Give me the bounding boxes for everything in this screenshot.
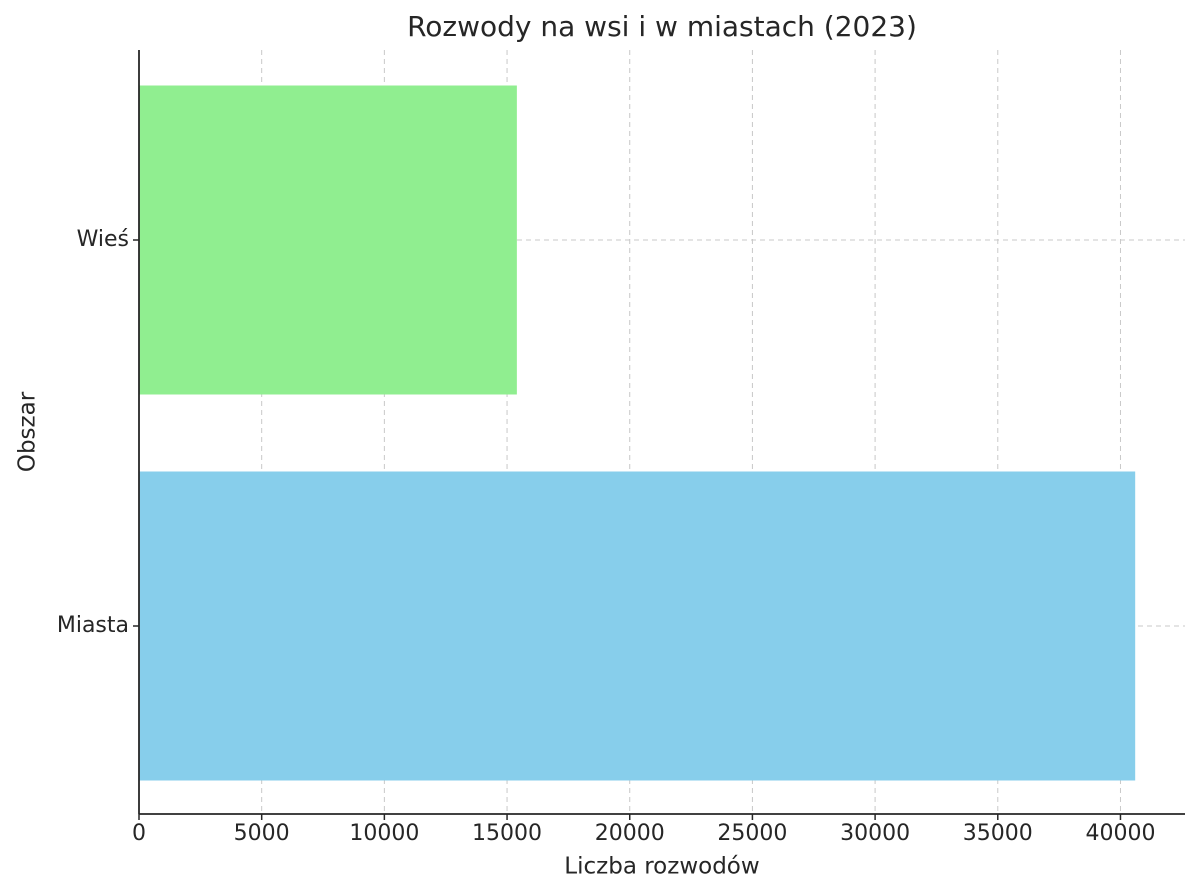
x-tick-label: 15000 [472,821,542,846]
x-axis-label: Liczba rozwodów [564,854,759,880]
x-tick-label: 30000 [840,821,910,846]
bar [139,85,517,395]
bar [139,471,1136,781]
y-tick-label: Wieś [77,227,129,252]
chart-title: Rozwody na wsi i w miastach (2023) [407,10,917,43]
x-tick-label: 5000 [234,821,290,846]
y-axis-label: Obszar [15,391,41,472]
x-tick-label: 35000 [963,821,1033,846]
x-tick-label: 40000 [1085,821,1155,846]
y-tick-label: Miasta [57,613,129,638]
x-tick-label: 20000 [595,821,665,846]
x-tick-label: 0 [132,821,146,846]
x-tick-label: 25000 [717,821,787,846]
x-tick-label: 10000 [349,821,419,846]
